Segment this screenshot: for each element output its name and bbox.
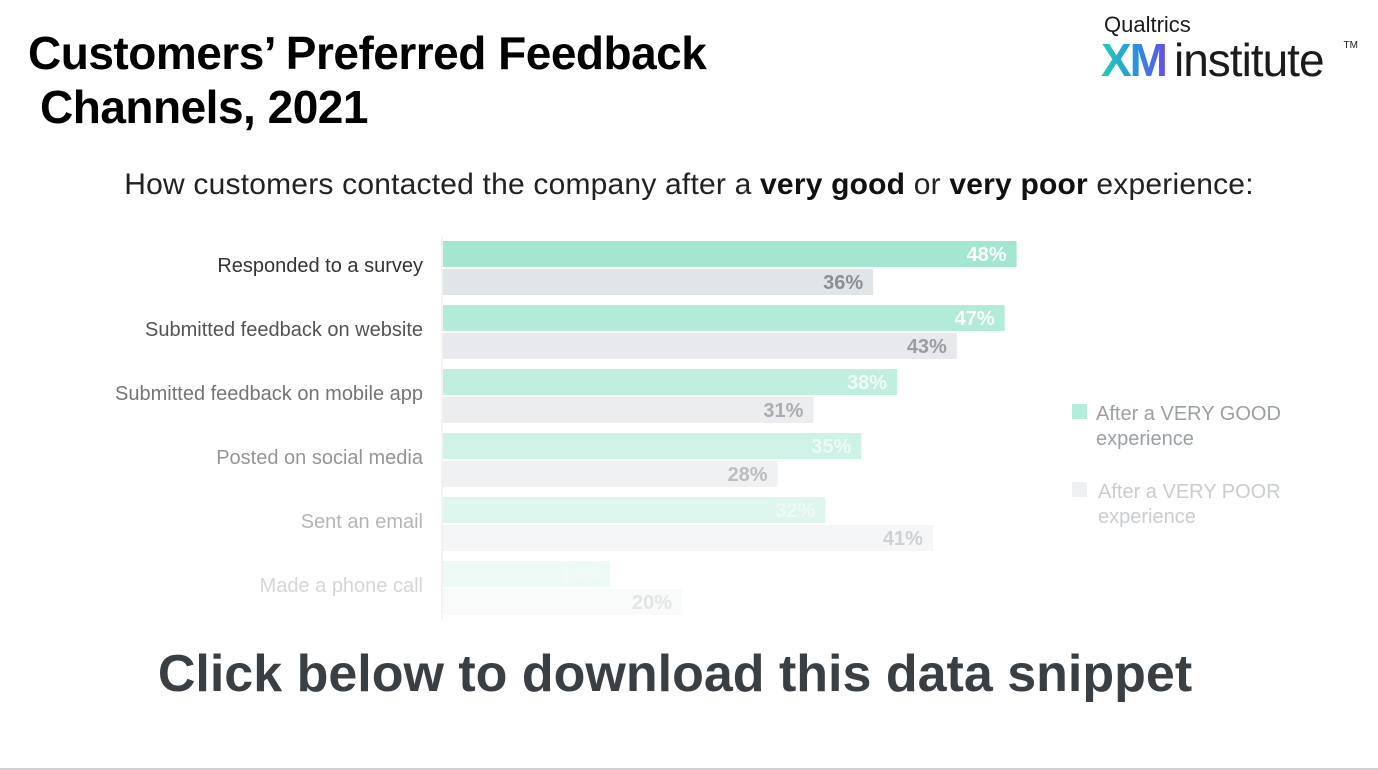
bottom-divider [0,768,1378,770]
subtitle-part-3: experience: [1087,168,1254,201]
bar-very-poor-posted-on-social-media [443,461,778,487]
value-label-very-good-submitted-feedback-on-mobile-app: 38% [847,372,887,394]
legend-label-very-good-line-1: After a VERY GOOD [1096,403,1281,425]
subtitle-part-1: How customers contacted the company afte… [124,168,761,201]
legend-label-very-good-line-2: experience [1096,428,1194,450]
value-label-very-poor-sent-an-email: 41% [883,528,923,550]
subtitle-bold-2: very poor [949,168,1088,201]
legend-swatch-very-good [1072,404,1087,419]
bar-very-poor-submitted-feedback-on-mobile-app [443,397,814,423]
bar-very-good-responded-to-a-survey [443,241,1017,267]
bar-chart: Responded to a survey 48% 36% Submitted fee… [115,237,1281,619]
bar-very-good-submitted-feedback-on-website [443,305,1005,331]
bar-very-good-made-a-phone-call [443,561,611,587]
logo-xm-text: XM [1101,34,1168,86]
bar-very-good-sent-an-email [443,497,826,523]
title-line-2: Channels, 2021 [40,81,368,133]
subtitle-part-2: or [905,168,950,201]
category-label-submitted-feedback-on-website: Submitted feedback on website [145,319,423,341]
value-label-very-good-submitted-feedback-on-website: 47% [955,308,995,330]
bar-very-poor-made-a-phone-call [443,589,682,615]
legend-label-very-poor-line-1: After a VERY POOR [1098,481,1281,503]
chart-title: Customers’ Preferred Feedback Channels, … [28,26,788,134]
subtitle-bold-1: very good [760,168,906,201]
category-label-posted-on-social-media: Posted on social media [216,447,424,469]
value-label-very-poor-responded-to-a-survey: 36% [823,272,863,294]
title-line-1: Customers’ Preferred Feedback [28,27,707,79]
bar-very-poor-sent-an-email [443,525,933,551]
logo-institute-text: institute [1174,34,1325,86]
logo-tm-text: TM [1343,40,1358,51]
logo-qualtrics-text: Qualtrics [1104,12,1191,37]
bar-very-poor-submitted-feedback-on-website [443,333,957,359]
bar-very-poor-responded-to-a-survey [443,269,874,295]
value-label-very-poor-posted-on-social-media: 28% [728,464,768,486]
bar-very-good-posted-on-social-media [443,433,862,459]
legend-swatch-very-poor [1072,482,1087,497]
category-label-submitted-feedback-on-mobile-app: Submitted feedback on mobile app [115,383,423,405]
value-label-very-good-posted-on-social-media: 35% [811,436,851,458]
chart-subtitle: How customers contacted the company afte… [0,168,1378,202]
bar-very-good-submitted-feedback-on-mobile-app [443,369,898,395]
category-label-sent-an-email: Sent an email [301,511,423,533]
value-label-very-poor-submitted-feedback-on-website: 43% [907,336,947,358]
category-label-responded-to-a-survey: Responded to a survey [217,255,423,277]
value-label-very-good-sent-an-email: 32% [775,500,815,522]
value-label-very-good-made-a-phone-call: 14% [560,564,600,586]
download-cta-text[interactable]: Click below to download this data snippe… [157,645,1193,703]
legend-label-very-poor-line-2: experience [1098,506,1196,528]
category-label-made-a-phone-call: Made a phone call [260,575,423,597]
value-label-very-poor-made-a-phone-call: 20% [632,592,672,614]
value-label-very-good-responded-to-a-survey: 48% [967,244,1007,266]
qualtrics-xm-institute-logo: Qualtrics XM institute TM [1098,12,1358,92]
value-label-very-poor-submitted-feedback-on-mobile-app: 31% [763,400,803,422]
